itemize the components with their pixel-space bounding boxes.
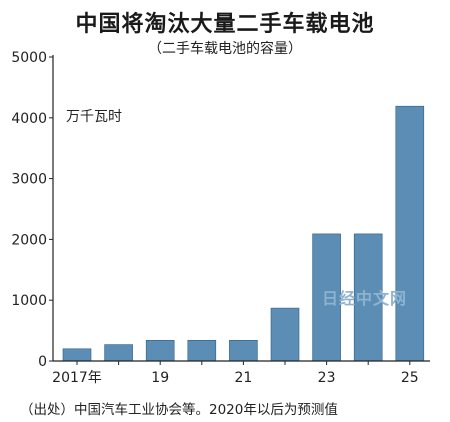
y-tick-label: 2000 [11, 232, 47, 248]
unit-label: 万千瓦时 [66, 109, 122, 125]
x-tick-label: 25 [401, 370, 419, 386]
bar-2017 [62, 348, 92, 362]
bar-2022 [270, 307, 300, 362]
y-tick-label: 5000 [11, 50, 47, 66]
y-tick-label: 0 [38, 354, 47, 370]
y-tick-label: 1000 [11, 293, 47, 309]
bar-2024 [353, 233, 383, 362]
source-note: （出处）中国汽车工业协会等。2020年以后为预测值 [20, 402, 338, 418]
x-tick-label: 23 [318, 370, 336, 386]
bar-2023 [312, 233, 341, 362]
chart-title: 中国将淘汰大量二手车载电池 [75, 12, 375, 37]
bar-2025 [395, 105, 425, 362]
bar-2019 [145, 339, 175, 362]
y-tick-label: 3000 [11, 172, 47, 188]
bar-2020 [187, 339, 217, 362]
chart-subtitle: （二手车载电池的容量） [148, 41, 302, 57]
bar-2021 [229, 339, 258, 362]
bar-2018 [104, 344, 133, 362]
x-tick-label: 19 [151, 370, 169, 386]
x-tick-label: 21 [234, 370, 252, 386]
y-tick-label: 4000 [11, 111, 47, 127]
x-tick-label: 2017年 [52, 370, 102, 386]
